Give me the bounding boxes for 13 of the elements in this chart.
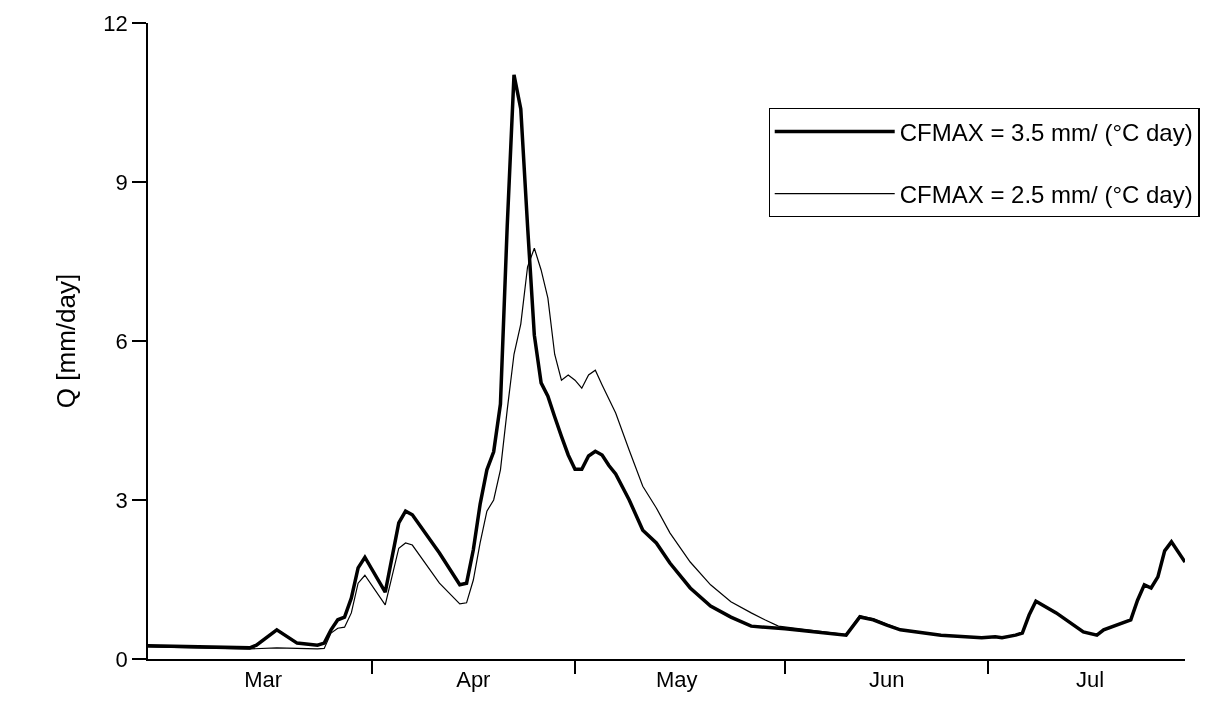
y-tick-label: 3 [115,487,128,513]
legend-label: CFMAX = 3.5 mm/ (°C day) [899,118,1193,146]
y-tick-label: 9 [115,169,128,195]
y-tick-label: 0 [115,646,128,672]
x-tick-label: Jun [869,667,905,693]
legend-label: CFMAX = 2.5 mm/ (°C day) [899,181,1193,209]
x-tick-label: Jul [1076,667,1105,693]
y-axis-title: Q [mm/day] [51,273,82,409]
x-tick-label: Mar [244,667,283,693]
y-tick-label: 12 [103,10,128,36]
x-tick-label: Apr [456,667,491,693]
y-tick-label: 6 [115,328,128,354]
x-tick-label: May [655,667,698,693]
